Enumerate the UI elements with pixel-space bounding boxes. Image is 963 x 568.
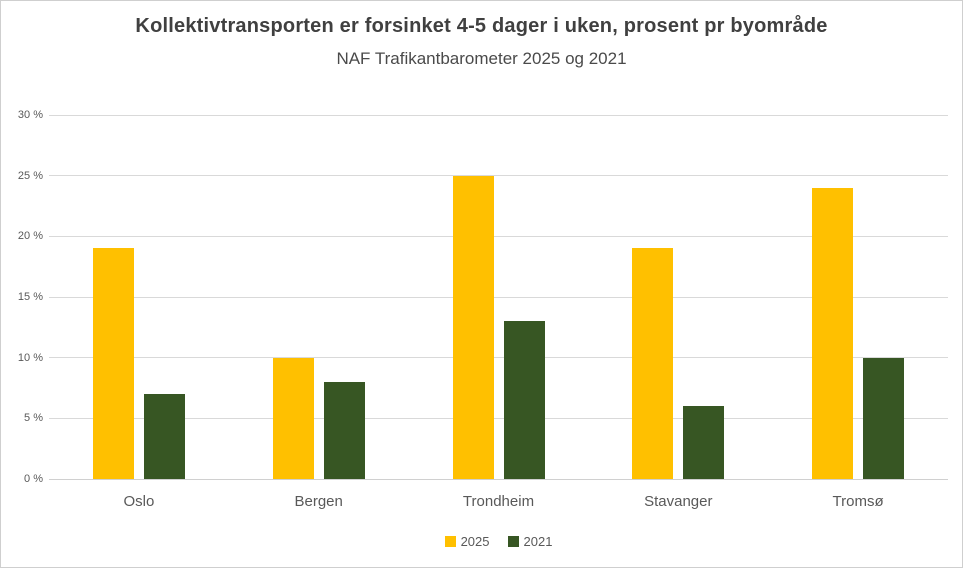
legend-item-2025: 2025 [444,534,490,549]
bar-2021-stavanger [683,406,725,479]
chart-subtitle: NAF Trafikantbarometer 2025 og 2021 [336,49,627,68]
y-axis-label-20: 20 % [17,230,43,243]
y-axis-label-5: 5 % [24,412,43,425]
x-axis-line [49,479,948,480]
gridline-20 [49,235,948,237]
bar-2021-oslo [143,394,185,479]
legend: 2025 2021 [49,534,948,549]
y-axis-label-0: 0 % [24,473,43,485]
bar-2025-tromsø [812,187,854,479]
gridline-25 [49,175,948,177]
gridline-15 [49,296,948,298]
plot-area [49,114,948,480]
legend-label-2021: 2021 [523,534,553,549]
y-axis-label-10: 10 % [17,351,43,364]
x-axis-label-stavanger: Stavanger [644,493,713,510]
chart-title: Kollektivtransporten er forsinket 4-5 da… [135,15,828,37]
legend-item-2021: 2021 [507,534,553,549]
x-axis-label-oslo: Oslo [123,493,155,510]
y-axis-label-15: 15 % [17,291,43,303]
legend-label-2025: 2025 [460,534,490,549]
x-axis-label-tromsø: Tromsø [832,493,884,510]
legend-swatch-2025 [444,536,456,547]
y-axis-label-30: 30 % [17,109,43,121]
x-axis-label-bergen: Bergen [294,493,343,510]
gridline-30 [49,114,948,116]
y-axis-label-25: 25 % [17,169,43,182]
x-axis-label-trondheim: Trondheim [462,493,535,510]
gridline-5 [49,417,948,419]
bar-2021-bergen [323,381,365,479]
bar-2025-trondheim [452,175,494,479]
legend-swatch-2021 [507,536,519,547]
bar-2021-tromsø [863,357,905,479]
bar-2025-oslo [92,248,134,479]
bar-2021-trondheim [503,321,545,479]
gridline-10 [49,357,948,359]
bar-2025-stavanger [632,248,674,479]
bar-2025-bergen [272,357,314,479]
